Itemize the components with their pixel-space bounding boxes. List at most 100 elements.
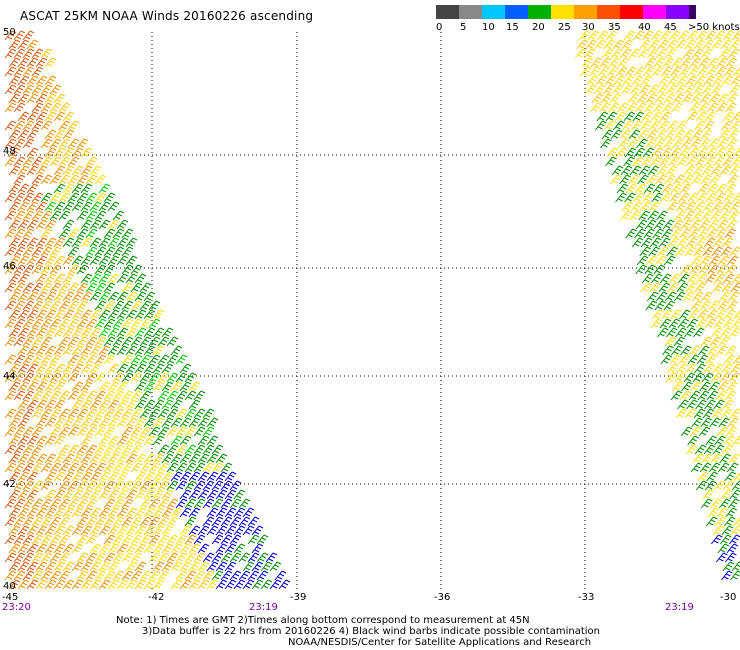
wind-barb <box>67 156 80 167</box>
wind-barb <box>98 309 111 320</box>
wind-barb <box>80 381 93 392</box>
wind-barb <box>631 120 643 131</box>
wind-barb <box>40 264 53 275</box>
wind-barb <box>703 444 716 455</box>
wind-barb <box>663 93 676 104</box>
wind-barb <box>622 75 635 86</box>
wind-barb <box>98 507 111 518</box>
wind-barb <box>4 228 17 239</box>
wind-barb <box>184 390 197 401</box>
wind-barb <box>202 570 215 581</box>
wind-barb <box>638 165 651 176</box>
wind-barb <box>660 66 673 77</box>
wind-barb <box>71 453 84 464</box>
wind-barb <box>13 480 26 491</box>
wind-barb <box>143 417 156 428</box>
wind-barb <box>4 552 17 563</box>
wind-barb <box>80 489 93 500</box>
wind-barb <box>719 453 731 464</box>
wind-barb <box>269 579 282 590</box>
lat-lon-grid <box>4 32 738 590</box>
wind-barb <box>704 30 717 41</box>
wind-barb <box>112 390 125 401</box>
wind-barb <box>689 219 702 230</box>
wind-barb <box>67 318 80 329</box>
wind-barb <box>170 471 183 482</box>
wind-barb <box>143 435 156 446</box>
wind-barb <box>175 462 188 473</box>
wind-barb <box>44 579 57 590</box>
wind-barb <box>17 345 30 356</box>
wind-barb <box>211 498 224 509</box>
wind-barb <box>76 444 89 455</box>
wind-barb <box>67 228 80 239</box>
wind-barb <box>595 75 608 86</box>
wind-barb <box>49 552 62 563</box>
wind-barb <box>94 174 107 185</box>
wind-barb <box>62 561 75 572</box>
wind-barb <box>4 390 17 401</box>
wind-barb <box>80 417 93 428</box>
wind-barb <box>94 264 107 275</box>
wind-barb <box>4 138 17 149</box>
wind-barb <box>49 462 62 473</box>
legend-swatch <box>620 5 643 19</box>
wind-barb <box>44 525 57 536</box>
wind-barb <box>80 453 93 464</box>
wind-barb <box>247 552 260 563</box>
wind-barb <box>666 201 679 212</box>
wind-barb <box>202 480 215 491</box>
wind-barb <box>53 93 66 104</box>
wind-barb <box>726 543 739 554</box>
wind-barb <box>26 345 39 356</box>
wind-barb <box>623 156 635 167</box>
wind-barb <box>67 336 80 347</box>
wind-barb <box>161 327 174 338</box>
wind-barb <box>701 84 714 95</box>
wind-barb <box>71 183 84 194</box>
wind-barb <box>53 363 66 374</box>
wind-barb <box>44 471 57 482</box>
wind-barb <box>707 102 719 113</box>
wind-barb <box>157 354 170 365</box>
wind-barb <box>721 237 734 248</box>
wind-barb <box>657 39 669 50</box>
wind-barb <box>107 381 120 392</box>
wind-barb <box>586 75 599 86</box>
wind-barb <box>71 327 84 338</box>
wind-barb <box>654 138 666 149</box>
wind-barb <box>98 273 111 284</box>
wind-barb <box>211 444 224 455</box>
wind-barb <box>694 282 707 293</box>
wind-barb <box>716 219 729 230</box>
wind-barb <box>22 426 35 437</box>
wind-barb <box>76 408 89 419</box>
wind-barb <box>157 336 170 347</box>
wind-barb <box>17 561 30 572</box>
wind-barb <box>134 381 147 392</box>
wind-barb <box>58 138 71 149</box>
wind-barb <box>89 309 102 320</box>
wind-barb <box>666 246 678 257</box>
wind-barb <box>71 309 84 320</box>
wind-barb <box>22 480 35 491</box>
wind-barb <box>723 147 736 158</box>
wind-barb <box>726 462 739 473</box>
wind-barb <box>161 399 174 410</box>
wind-barb <box>242 507 255 518</box>
wind-barb <box>31 516 44 527</box>
wind-barb <box>121 300 134 311</box>
wind-barb <box>94 480 107 491</box>
wind-barb <box>8 381 21 392</box>
wind-barb <box>687 435 699 446</box>
wind-barb <box>596 30 609 41</box>
wind-barb <box>206 561 219 572</box>
wind-barb <box>62 471 75 482</box>
wind-barb <box>718 336 731 347</box>
wind-barb <box>188 525 201 536</box>
wind-barb <box>712 525 725 536</box>
wind-barb <box>22 138 35 149</box>
wind-barb <box>655 174 667 185</box>
wind-barb <box>623 30 636 41</box>
wind-barb <box>693 201 706 212</box>
